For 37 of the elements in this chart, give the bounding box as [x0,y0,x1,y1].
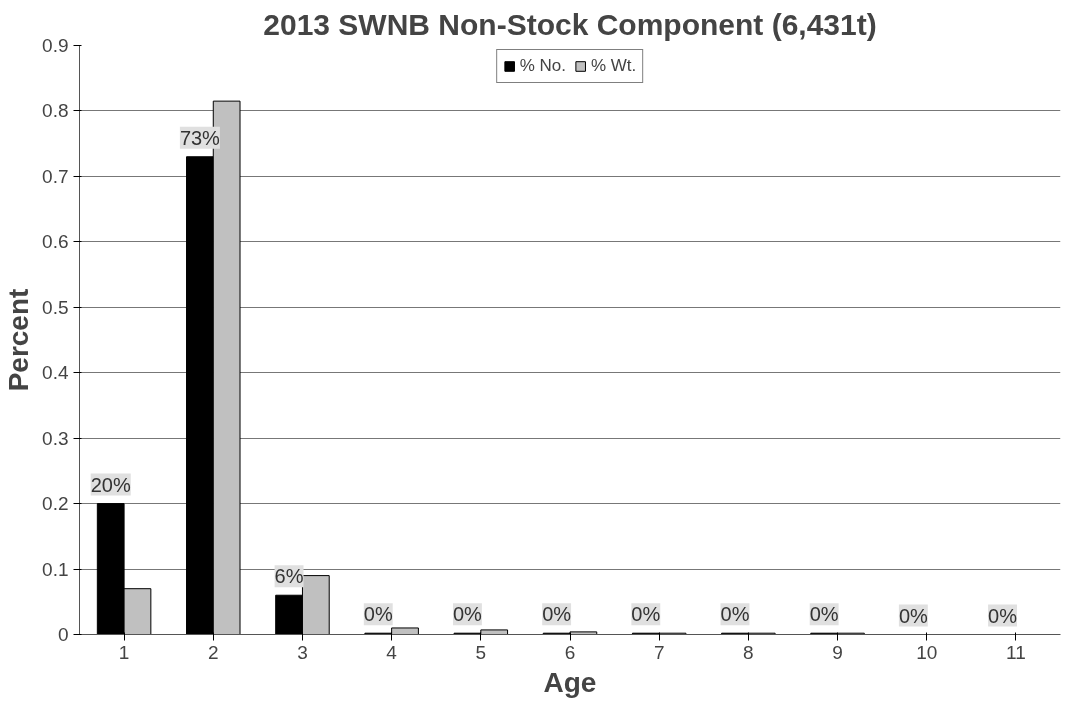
y-tick-label: 0.4 [42,362,69,384]
chart-title: 2013 SWNB Non-Stock Component (6,431t) [263,7,877,41]
x-tick-label: 2 [207,641,219,663]
y-tick-label: 0.6 [42,231,69,253]
x-tick-label: 11 [1006,641,1026,663]
data-label: 20% [90,473,131,496]
y-tick-label: 0.9 [42,35,69,56]
x-tick-label: 1 [118,641,130,663]
x-tick-label: 10 [916,641,938,663]
data-label: 73% [179,126,221,149]
x-tick-label: 5 [475,641,487,663]
y-tick-label: 0.7 [42,165,69,187]
legend-label: % Wt. [590,56,637,76]
x-tick-label: 7 [653,641,665,663]
y-tick-label: 0.5 [42,296,69,318]
y-tick-label: 0 [57,624,69,645]
x-tick-label: 3 [297,641,308,663]
data-label: 6% [274,565,304,588]
x-tick-label: 6 [564,641,576,663]
y-tick-label: 0.8 [42,100,69,122]
x-tick-label: 9 [832,641,843,663]
legend-label: % No. [519,56,566,76]
data-label: 0% [720,603,750,626]
data-label: 0% [988,604,1018,627]
x-tick-label: 8 [743,641,754,663]
data-label: 0% [542,603,572,626]
data-label: 0% [363,603,393,626]
data-label: 0% [898,604,929,627]
x-axis-title: Age [543,666,597,698]
y-tick-label: 0.3 [42,427,69,449]
x-tick-label: 4 [386,641,398,663]
data-label: 0% [809,603,839,626]
data-label: 0% [452,603,483,626]
data-label: 0% [631,603,661,626]
y-tick-label: 0.1 [42,558,69,580]
y-axis-title: Percent [3,288,35,392]
y-tick-label: 0.2 [42,493,69,515]
